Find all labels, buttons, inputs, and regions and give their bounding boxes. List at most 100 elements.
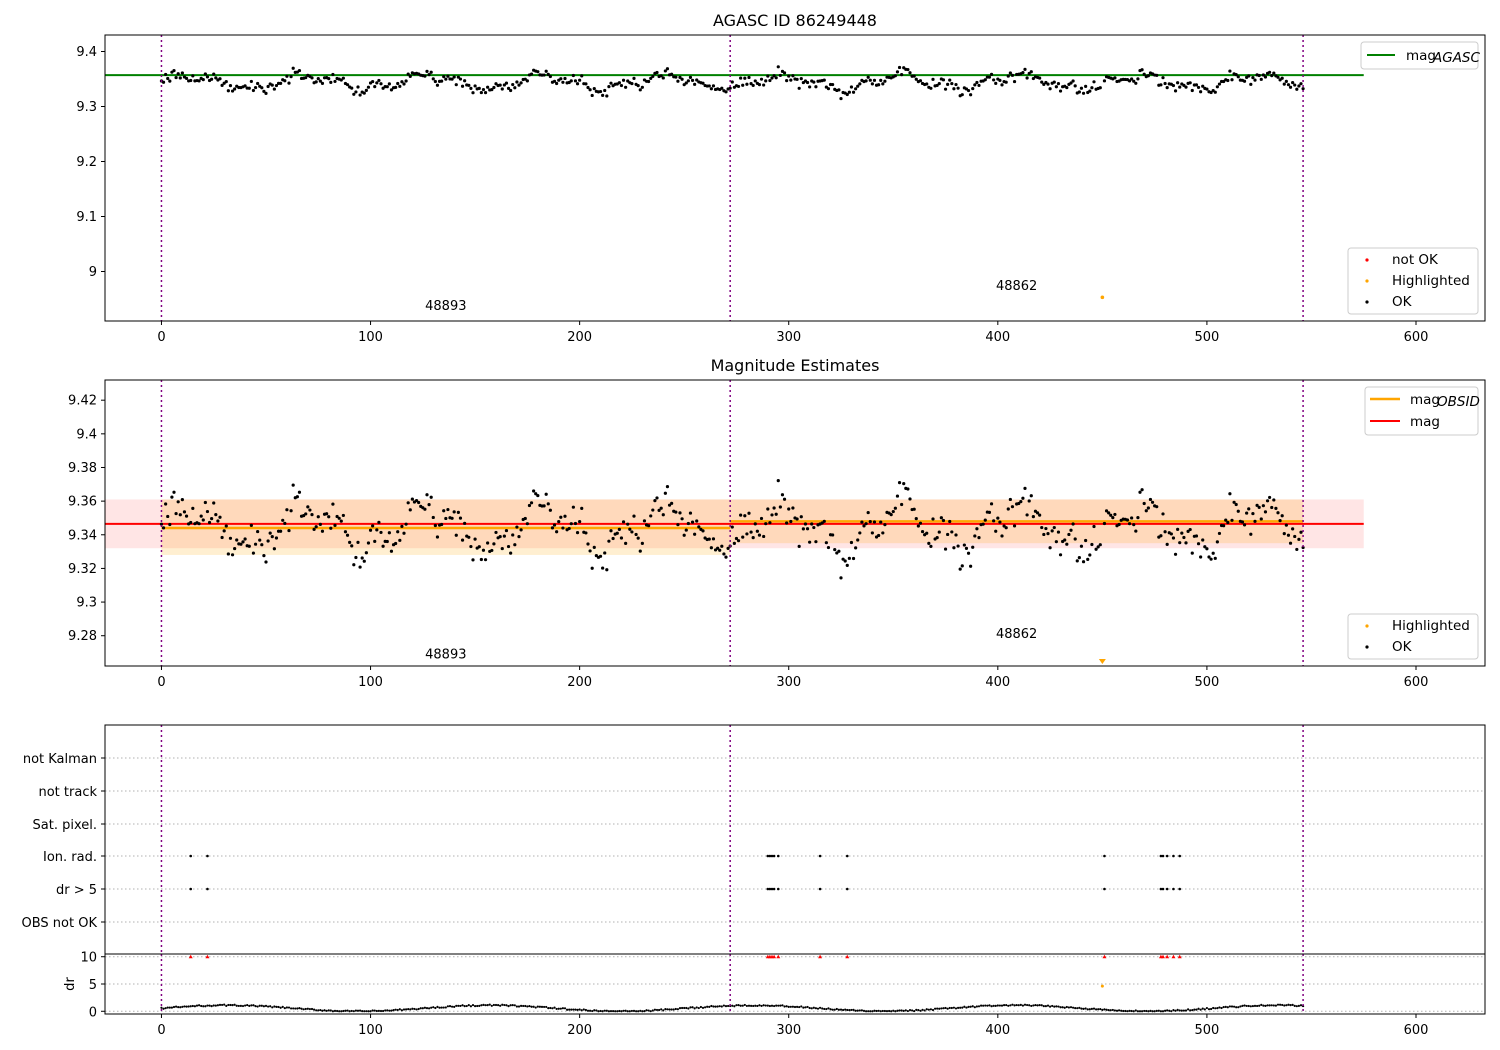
ok-point xyxy=(929,86,933,90)
ok-point xyxy=(992,519,996,523)
dr-point xyxy=(1264,1004,1267,1007)
dr-point xyxy=(557,1007,560,1010)
ok-point xyxy=(1190,88,1194,93)
dr-clipped-marker xyxy=(845,954,850,959)
flag-point xyxy=(1103,854,1106,858)
dr-point xyxy=(616,1010,619,1013)
dr-point xyxy=(386,1009,389,1012)
dr-point xyxy=(568,1008,571,1011)
dr-point xyxy=(302,1008,305,1011)
ok-point xyxy=(617,81,621,85)
ok-point xyxy=(680,77,684,81)
dr-point xyxy=(586,1009,590,1012)
dr-point xyxy=(241,1004,245,1008)
ok-point xyxy=(358,93,362,97)
ok-point xyxy=(544,69,548,73)
ok-point xyxy=(557,520,561,524)
y-tick-label: 9.2 xyxy=(76,155,97,170)
ok-point xyxy=(764,522,768,526)
dr-point xyxy=(342,1009,345,1013)
ok-point xyxy=(371,524,375,528)
ok-point xyxy=(864,79,868,83)
ok-point xyxy=(962,543,966,547)
dr-point xyxy=(287,1006,291,1009)
ok-point xyxy=(931,517,935,521)
dr-point xyxy=(279,1006,282,1009)
dr-point xyxy=(1182,1009,1186,1012)
ok-point xyxy=(895,494,900,498)
ok-point xyxy=(1297,84,1301,88)
ok-point xyxy=(220,83,224,87)
ok-point xyxy=(943,547,948,551)
dr-point xyxy=(551,1007,554,1010)
dr-point xyxy=(680,1006,684,1010)
dr-point xyxy=(979,1004,983,1007)
ok-point xyxy=(176,500,180,504)
ok-point xyxy=(787,74,791,78)
ok-point xyxy=(270,83,274,87)
ok-point xyxy=(398,538,402,542)
ok-point xyxy=(837,88,841,92)
ok-point xyxy=(770,76,774,80)
dr-point xyxy=(174,1005,178,1008)
dr-point xyxy=(237,1004,240,1008)
ok-point xyxy=(701,81,705,85)
ok-point xyxy=(481,548,486,552)
ok-point xyxy=(707,84,711,88)
dr-point xyxy=(1109,1009,1112,1012)
flag-point xyxy=(189,854,193,858)
ok-point xyxy=(548,508,552,512)
ok-point xyxy=(636,536,640,540)
dr-point xyxy=(352,1010,355,1013)
dr-point xyxy=(277,1005,280,1009)
dr-point xyxy=(756,1004,759,1008)
ok-point xyxy=(1012,79,1017,84)
ok-point xyxy=(929,544,933,548)
ok-point xyxy=(289,509,293,513)
dr-point xyxy=(325,1009,328,1012)
dr-point xyxy=(971,1005,974,1008)
dr-point xyxy=(365,1010,368,1013)
ok-point xyxy=(1259,517,1263,521)
ok-point xyxy=(688,511,693,515)
dr-point xyxy=(664,1007,667,1011)
ok-point xyxy=(1130,77,1134,81)
x-tick-label: 500 xyxy=(1194,330,1219,345)
ok-point xyxy=(164,502,168,506)
ok-point xyxy=(1073,84,1077,88)
dr-point xyxy=(634,1010,638,1013)
ok-point xyxy=(634,532,638,537)
ok-point xyxy=(1142,501,1146,506)
dr-clipped-marker xyxy=(818,954,823,959)
dr-point xyxy=(1170,1010,1173,1013)
dr-point xyxy=(1048,1005,1052,1008)
ok-point xyxy=(1263,75,1268,79)
dr-point xyxy=(172,1005,176,1009)
dr-point xyxy=(1203,1008,1206,1011)
dr-point xyxy=(212,1004,215,1007)
ok-point xyxy=(1288,541,1293,545)
dr-point xyxy=(712,1005,715,1008)
flag-point xyxy=(1172,887,1175,891)
ok-point xyxy=(778,73,782,78)
ok-point xyxy=(1000,534,1004,538)
ok-point xyxy=(253,542,258,546)
dr-point xyxy=(1145,1009,1148,1013)
ok-point xyxy=(502,534,506,538)
ok-point xyxy=(897,65,902,70)
dr-point xyxy=(321,1009,324,1012)
ok-point xyxy=(1278,519,1282,523)
ok-point xyxy=(450,77,454,81)
ok-point xyxy=(920,529,925,534)
dr-point xyxy=(609,1009,613,1013)
ok-point xyxy=(1138,490,1142,494)
dr-point xyxy=(666,1008,669,1011)
dr-point xyxy=(404,1008,408,1011)
ok-point xyxy=(477,545,481,549)
ok-point xyxy=(408,74,412,78)
dr-point xyxy=(348,1010,351,1013)
dr-point xyxy=(1011,1003,1014,1006)
dr-point xyxy=(358,1009,362,1012)
ok-point xyxy=(881,82,885,86)
dr-point xyxy=(655,1008,659,1012)
